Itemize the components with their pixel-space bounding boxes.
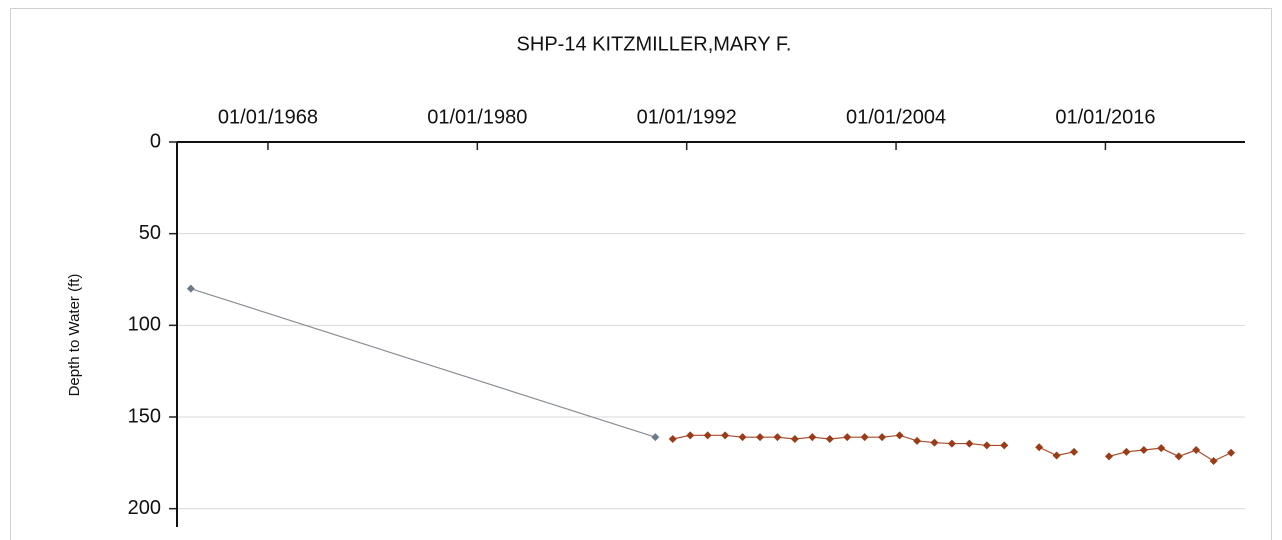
data-point (1104, 452, 1113, 461)
data-point (1070, 447, 1079, 456)
data-point (721, 431, 730, 440)
chart-title: SHP-14 KITZMILLER,MARY F. (517, 33, 792, 55)
data-point (843, 433, 852, 442)
y-tick-label: 0 (150, 130, 161, 152)
data-point (1035, 443, 1044, 452)
data-point (1157, 444, 1166, 453)
data-point (186, 284, 195, 293)
data-point (1139, 446, 1148, 454)
x-tick-label: 01/01/1980 (427, 106, 527, 128)
data-point (756, 433, 765, 442)
y-tick-label: 100 (128, 314, 161, 336)
data-point (982, 441, 991, 450)
data-point (1192, 446, 1201, 454)
x-tick-label: 01/01/1968 (218, 106, 318, 128)
data-point (930, 438, 939, 447)
data-point (860, 433, 869, 442)
data-point (1000, 441, 1009, 450)
data-point (1052, 451, 1061, 460)
data-point (808, 433, 817, 442)
data-point (1174, 452, 1183, 461)
series-line (672, 434, 1232, 462)
data-point (790, 435, 799, 443)
x-tick-label: 01/01/1992 (637, 106, 737, 128)
data-point (1227, 448, 1236, 457)
series-line (190, 288, 656, 438)
y-tick-label: 50 (139, 222, 161, 244)
x-tick-label: 01/01/2004 (846, 106, 946, 128)
data-point (947, 439, 956, 448)
y-tick-label: 200 (128, 497, 161, 519)
data-point (686, 431, 695, 440)
y-tick-label: 150 (128, 405, 161, 427)
y-axis-label: Depth to Water (ft) (66, 274, 83, 397)
data-point (773, 433, 782, 442)
data-point (703, 431, 712, 440)
data-point (895, 431, 904, 440)
data-point (651, 433, 660, 442)
data-point (913, 436, 922, 445)
data-point (1209, 457, 1218, 465)
data-point (738, 433, 747, 442)
data-point (825, 435, 834, 443)
x-tick-label: 01/01/2016 (1055, 106, 1155, 128)
data-point (1122, 447, 1131, 456)
chart-frame (10, 8, 1272, 540)
data-point (965, 439, 974, 448)
data-point (878, 433, 887, 442)
data-point (668, 435, 677, 443)
